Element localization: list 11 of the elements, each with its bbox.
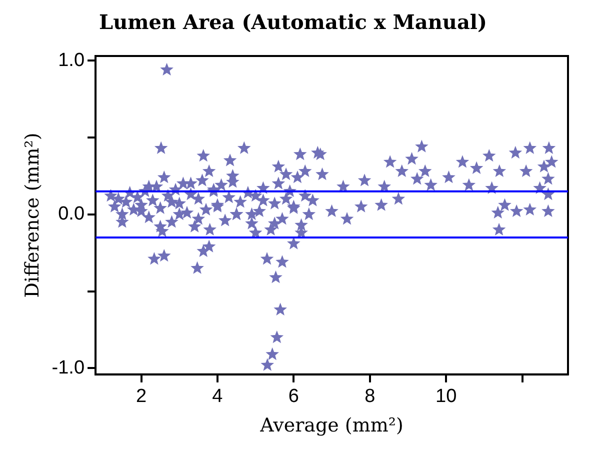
x-tick-label: 10: [436, 386, 457, 408]
y-axis-title: Difference (mm²): [21, 132, 44, 298]
x-axis-title: Average (mm²): [259, 414, 404, 437]
x-tick-label: 2: [136, 386, 147, 408]
y-tick-label: 0.0: [58, 204, 85, 225]
y-tick-label: 1.0: [58, 50, 85, 71]
x-tick-label: 4: [212, 386, 224, 408]
x-tick-label: 8: [364, 386, 376, 408]
x-tick-label: 6: [288, 386, 299, 408]
y-tick-label: -1.0: [52, 357, 85, 378]
chart-title: Lumen Area (Automatic x Manual): [99, 10, 487, 34]
